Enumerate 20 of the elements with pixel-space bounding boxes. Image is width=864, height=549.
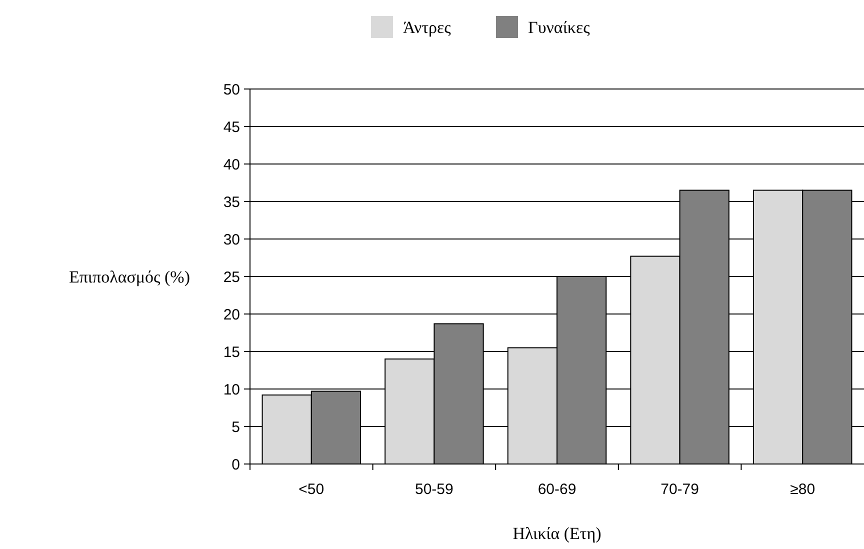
y-tick-label: 20 — [223, 306, 240, 324]
y-tick-label: 40 — [223, 156, 240, 174]
y-tick-label: 45 — [223, 118, 240, 136]
y-tick-label: 50 — [223, 81, 240, 98]
y-tick-label: 5 — [232, 418, 240, 436]
y-tick-label: 15 — [223, 344, 240, 361]
y-tick-label: 25 — [223, 268, 240, 286]
x-tick-label: 50-59 — [415, 481, 454, 498]
x-axis-title: Ηλικία (Ετη) — [512, 524, 602, 543]
legend-label: Γυναίκες — [528, 18, 590, 37]
x-tick-label: <50 — [298, 481, 324, 498]
x-tick-label: 60-69 — [538, 481, 576, 498]
y-tick-label: 35 — [223, 194, 240, 211]
legend-label: Άντρες — [403, 18, 452, 37]
y-tick-label: 30 — [223, 231, 240, 248]
y-tick-label: 0 — [232, 456, 240, 474]
x-tick-label: 70-79 — [660, 481, 699, 498]
x-tick-label: ≥80 — [790, 481, 816, 498]
y-axis-title: Επιπολασμός (%) — [68, 267, 190, 286]
y-tick-label: 10 — [223, 381, 240, 398]
